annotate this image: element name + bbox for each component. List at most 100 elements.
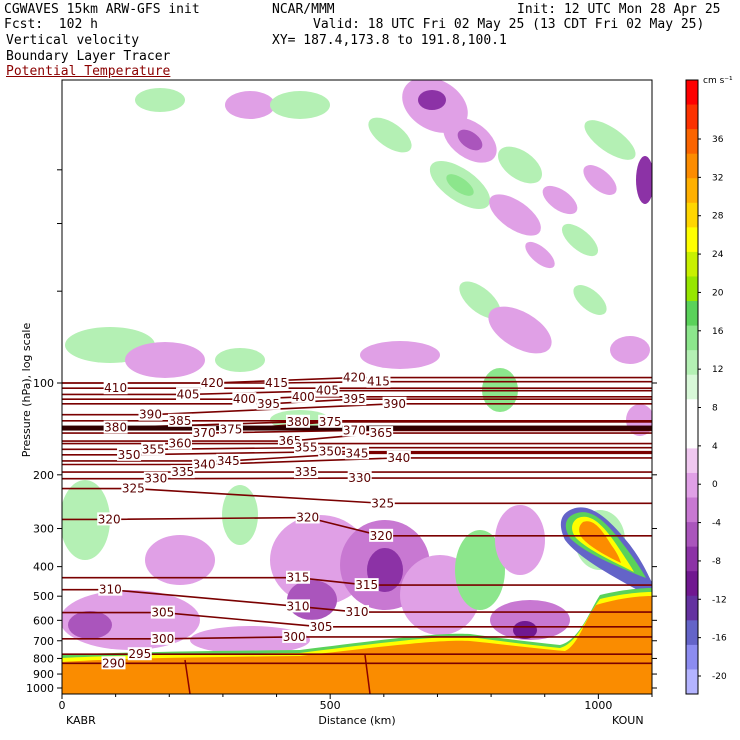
theta-label: 325 (122, 482, 145, 496)
theta-label: 305 (151, 606, 174, 620)
colorbar: 36 32 28 24 20 16 12 8 4 0 -4 -8 -12 -16 -20 (685, 79, 727, 695)
theta-label-bg (370, 496, 395, 510)
theta-label-bg (309, 619, 334, 633)
field-potential-temperature: Potential Temperature (6, 64, 171, 79)
right-station-label: KOUN (612, 714, 644, 727)
colorbar-swatch (686, 472, 698, 499)
theta-label-bg (127, 647, 152, 661)
theta-label: 400 (292, 390, 315, 404)
theta-label-bg (98, 582, 123, 596)
y-tick-label: 500 (33, 590, 54, 603)
theta-label-bg (97, 512, 122, 526)
theta-label: 375 (319, 415, 342, 429)
theta-label: 365 (370, 426, 393, 440)
theta-label: 370 (343, 423, 366, 437)
theta-label-bg (121, 481, 146, 495)
theta-label-bg (232, 392, 257, 406)
theta-label-bg (369, 528, 394, 542)
theta-label-bg (216, 453, 241, 467)
y-tick-label: 900 (33, 668, 54, 681)
colorbar-swatch (686, 669, 698, 695)
theta-label: 340 (387, 451, 410, 465)
theta-label: 400 (233, 392, 256, 406)
colorbar-tick-label: 20 (712, 288, 724, 298)
boundary-layer-tracer (62, 588, 652, 694)
colorbar-swatch (686, 399, 698, 425)
colorbar-tick-label: -8 (712, 557, 721, 567)
colorbar-tick-label: 16 (712, 327, 724, 337)
colorbar-swatch (686, 129, 698, 155)
y-tick-label: 800 (33, 652, 54, 665)
theta-label: 325 (371, 496, 394, 510)
theta-label-bg (369, 426, 394, 440)
colorbar-frame (685, 79, 699, 695)
colorbar-tick-label: -20 (712, 672, 727, 682)
y-tick-label: 400 (33, 561, 54, 574)
theta-label-bg (294, 465, 319, 479)
vertical-velocity-shading (62, 80, 652, 654)
theta-label-bg (192, 457, 217, 471)
theta-label-bg (168, 436, 192, 450)
colorbar-swatch (686, 448, 698, 474)
colorbar-swatch (686, 80, 698, 106)
init-time: Init: 12 UTC Mon 28 Apr 25 (517, 2, 721, 17)
theta-label: 385 (169, 414, 192, 428)
theta-label: 330 (144, 472, 167, 486)
left-station-label: KABR (66, 714, 96, 727)
theta-label-bg (342, 370, 367, 384)
colorbar-swatch (686, 423, 698, 449)
theta-contour-350 (62, 450, 652, 456)
theta-label-bg (342, 423, 367, 437)
theta-contour-330 (62, 477, 652, 480)
theta-contour-340 (62, 457, 652, 466)
theta-label: 405 (177, 387, 200, 401)
theta-label: 315 (355, 578, 378, 592)
theta-label-bg (354, 578, 379, 592)
theta-contour-315 (62, 576, 652, 586)
theta-contour-345 (62, 452, 652, 462)
theta-label: 300 (151, 632, 174, 646)
colorbar-tick-label: 0 (712, 480, 718, 490)
theta-label-bg (366, 374, 391, 388)
theta-label-bg (138, 407, 163, 421)
plot-frame (61, 79, 653, 695)
theta-contour-325 (62, 487, 652, 505)
theta-label: 290 (102, 656, 125, 670)
colorbar-swatch (686, 350, 698, 376)
theta-label: 335 (295, 465, 318, 479)
theta-label-bg (143, 471, 168, 485)
theta-label-bg (295, 510, 320, 524)
theta-label-bg (382, 396, 407, 410)
colorbar-swatch (686, 595, 698, 621)
cross-section-endpoints: XY= 187.4,173.8 to 191.8,100.1 (272, 33, 507, 48)
theta-label-bg (150, 605, 175, 619)
theta-label-bg (150, 631, 175, 645)
theta-label-bg (286, 599, 310, 613)
colorbar-tick-label: 4 (712, 442, 718, 452)
colorbar-tick-label: 32 (712, 173, 723, 183)
theta-label: 305 (310, 620, 333, 634)
theta-label: 340 (193, 457, 216, 471)
theta-label-bg (294, 440, 319, 454)
x-tick-label: 1000 (584, 699, 612, 712)
theta-label-bg (256, 396, 281, 410)
theta-label-bg (141, 442, 166, 456)
theta-label: 310 (346, 605, 369, 619)
forecast-hour: Fcst: 102 h (4, 17, 98, 32)
colorbar-swatch (686, 178, 698, 204)
colorbar-swatch (686, 276, 698, 302)
theta-label: 405 (316, 384, 339, 398)
colorbar-tick-label: 8 (712, 404, 718, 414)
theta-label: 415 (367, 375, 390, 389)
field-vertical-velocity: Vertical velocity (6, 33, 140, 48)
field-boundary-layer-tracer: Boundary Layer Tracer (6, 49, 171, 64)
colorbar-swatch (686, 202, 698, 228)
theta-label-bg (176, 387, 201, 401)
colorbar-swatch (686, 227, 698, 253)
model-title: CGWAVES 15km ARW-GFS init (4, 2, 200, 17)
colorbar-tick-label: 12 (712, 365, 723, 375)
theta-label: 375 (220, 422, 243, 436)
theta-label-bg (315, 383, 340, 397)
x-tick-label: 0 (59, 699, 66, 712)
